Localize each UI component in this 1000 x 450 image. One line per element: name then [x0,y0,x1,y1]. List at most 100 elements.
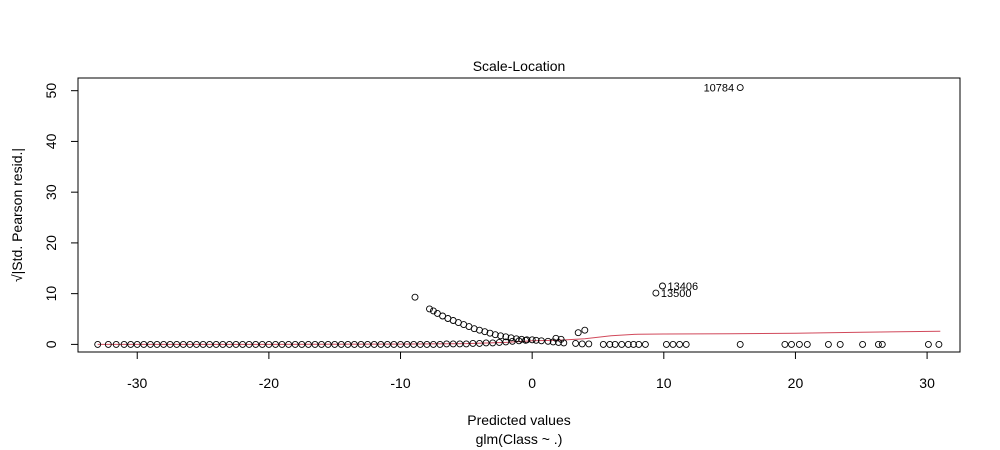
y-tick-label: 50 [43,83,59,99]
data-point [199,340,207,348]
data-point [599,340,607,348]
data-point [641,340,649,348]
smoother-layer [97,330,941,345]
data-point [337,340,345,348]
data-point [225,340,233,348]
data-point [383,340,391,348]
chart-subtitle: glm(Class ~ .) [476,431,563,447]
data-point [416,340,424,348]
data-point [528,336,536,344]
data-point [298,340,306,348]
data-point [443,340,451,348]
data-point [469,339,477,347]
data-point [370,340,378,348]
data-point [166,340,174,348]
data-point [239,340,247,348]
data-point [618,340,626,348]
data-point [859,340,867,348]
data-point [265,340,273,348]
data-point [495,338,503,346]
y-tick-label: 30 [43,184,59,200]
data-point [481,328,489,336]
y-tick-label: 20 [43,235,59,251]
data-point [120,340,128,348]
data-point [193,340,200,348]
plot-frame [77,77,961,353]
data-point [104,340,112,348]
x-axis: -30 -20 -10 0 10 20 30 [127,351,935,391]
data-point [304,340,312,348]
data-point [410,340,418,348]
data-point [518,335,526,343]
data-point [140,340,148,348]
data-point [112,340,120,348]
data-point [436,340,444,348]
data-point [497,332,505,340]
data-point [630,340,637,348]
data-point [482,339,490,347]
data-point [133,340,141,348]
data-point [624,340,632,348]
x-tick-label: -10 [390,375,410,391]
data-point [245,340,253,348]
data-point [491,331,499,339]
data-point [324,340,332,348]
data-point [206,340,214,348]
data-point [411,293,419,301]
data-point [186,340,194,348]
data-point [179,340,187,348]
data-point [544,337,552,345]
data-point [502,338,510,346]
data-point [364,340,372,348]
data-point [736,340,744,348]
data-point [173,340,181,348]
data-point [659,282,666,290]
point-label: 13500 [661,288,692,300]
y-tick-label: 40 [43,133,59,149]
data-point [291,340,299,348]
data-point [456,340,464,348]
data-point [581,326,589,334]
data-point [878,340,886,348]
data-point [523,336,531,344]
data-point [426,305,433,313]
data-point [512,335,520,343]
x-tick-label: -20 [259,375,279,391]
x-tick-label: 0 [528,375,536,391]
data-point [476,339,483,347]
data-point [635,340,643,348]
data-point [682,340,690,348]
data-point [350,340,358,348]
data-point [874,340,882,348]
x-tick-label: 30 [919,375,935,391]
x-tick-label: -30 [127,375,147,391]
data-point [532,336,540,344]
data-point [357,340,365,348]
data-point [146,340,154,348]
data-point [676,340,684,348]
data-point [429,340,437,348]
data-point [924,340,932,348]
data-point [258,340,266,348]
data-point [788,340,795,348]
points-layer [94,84,943,348]
data-point [652,289,660,297]
data-point [153,340,161,348]
data-point [606,340,614,348]
data-point [449,340,457,348]
data-point [578,340,586,348]
data-point [502,333,510,341]
data-point [377,340,385,348]
x-tick-label: 20 [788,375,804,391]
y-axis-label: √|Std. Pearson resid.| [9,148,25,282]
data-point [489,339,497,347]
data-point [836,340,844,348]
data-point [507,334,515,342]
data-point [552,334,560,342]
x-tick-label: 10 [656,375,672,391]
data-point [94,340,102,348]
data-point [585,340,593,348]
point-label: 13406 [667,281,698,293]
